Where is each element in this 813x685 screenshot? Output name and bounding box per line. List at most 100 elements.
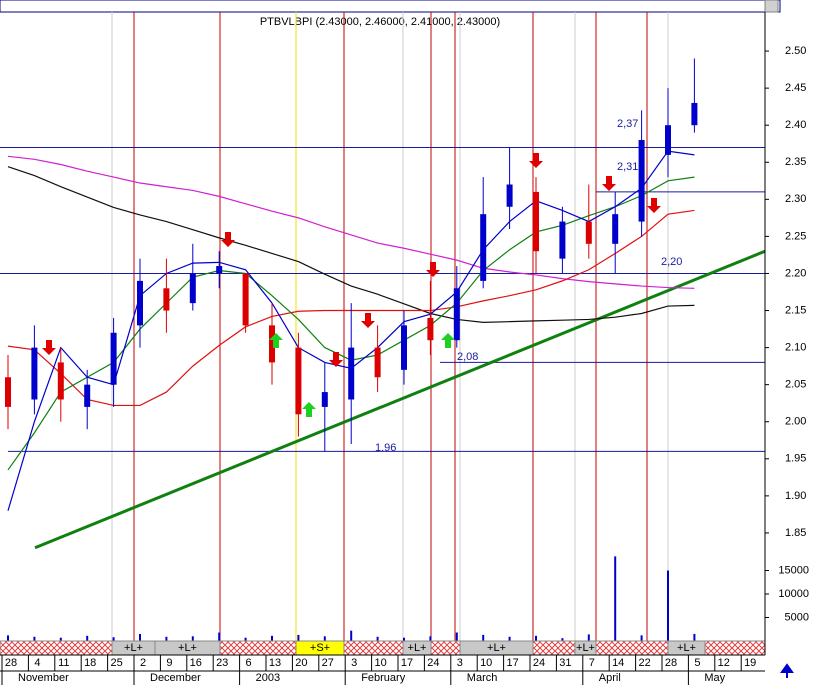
y-tick-label: 2.45: [785, 82, 806, 94]
candle-body: [137, 280, 143, 326]
candle-body: [691, 102, 698, 126]
month-label: February: [361, 672, 406, 684]
x-tick-label: 25: [110, 657, 122, 669]
volume-tick-label: 15000: [778, 564, 809, 576]
volume-bar: [482, 634, 485, 641]
candle-body: [453, 288, 460, 341]
volume-bar: [403, 637, 405, 641]
month-label: December: [150, 672, 201, 684]
volume-bar: [376, 636, 379, 641]
y-tick-label: 2.10: [785, 342, 806, 354]
moving-average: [7, 166, 695, 323]
x-tick-label: 13: [269, 657, 281, 669]
month-label: 2003: [256, 672, 280, 684]
scroll-button[interactable]: [764, 0, 779, 13]
plot: 1.85 1.90 1.95 2.00 2.05 2.10 2.15 2.20 2.25 2.30…: [0, 12, 809, 685]
signal-label: +S+: [310, 642, 330, 654]
x-tick-label: 2: [140, 657, 146, 669]
volume-bar: [7, 635, 9, 641]
volume-bar: [86, 635, 89, 641]
x-tick-label: 24: [427, 657, 439, 669]
candle-body: [427, 317, 434, 341]
level-label: 2,37: [617, 118, 638, 130]
month-label: April: [599, 672, 621, 684]
signal-label: +L+: [124, 642, 143, 654]
volume-bar: [165, 636, 168, 641]
x-tick-label: 10: [374, 657, 386, 669]
volume-bar: [112, 637, 115, 641]
volume-bar: [587, 634, 590, 641]
y-tick-label: 1.90: [785, 490, 806, 502]
candle-body: [269, 325, 275, 363]
signal-label: +L+: [677, 642, 696, 654]
scroll-arrow[interactable]: [780, 663, 794, 678]
candle-body: [401, 325, 407, 370]
volume-bar: [323, 636, 326, 641]
volume-bar: [508, 636, 511, 641]
candle-body: [638, 140, 645, 222]
candle-body: [480, 214, 487, 281]
volume-bar: [640, 635, 643, 641]
candle-body: [585, 221, 592, 244]
candle-body: [31, 347, 38, 400]
candle-body: [559, 221, 566, 259]
x-tick-label: 23: [216, 657, 228, 669]
x-tick-label: 3: [351, 657, 357, 669]
candle-body: [110, 332, 117, 385]
signal-label: +L+: [487, 642, 506, 654]
y-tick-label: 2.20: [785, 267, 806, 279]
volume-bar: [429, 636, 432, 641]
candle-body: [348, 347, 355, 400]
volume-tick-label: 10000: [778, 588, 809, 600]
x-tick-label: 17: [401, 657, 413, 669]
candle-body: [163, 288, 170, 311]
x-tick-label: 7: [589, 657, 595, 669]
chart-title: PTBVLBPI (2.43000, 2.46000, 2.41000, 2.4…: [260, 16, 500, 28]
y-tick-label: 1.85: [785, 527, 806, 539]
x-tick-label: 5: [694, 657, 700, 669]
volume-bar: [350, 630, 353, 641]
volume-bar: [693, 633, 696, 641]
candle-body: [189, 273, 196, 304]
signal-label: +L+: [408, 642, 427, 654]
month-label: November: [18, 672, 69, 684]
y-tick-label: 2.50: [785, 45, 806, 57]
x-tick-label: 17: [506, 657, 518, 669]
x-tick-label: 24: [533, 657, 545, 669]
y-tick-label: 2.40: [785, 119, 806, 131]
x-tick-label: 27: [322, 657, 334, 669]
x-tick-label: 9: [166, 657, 172, 669]
volume-bar: [244, 637, 247, 641]
x-tick-label: 10: [480, 657, 492, 669]
trendline: [34, 249, 766, 550]
x-tick-label: 19: [744, 657, 756, 669]
sell-arrows: [42, 153, 661, 367]
y-tick-label: 1.95: [785, 453, 806, 465]
volume-tick-label: 5000: [785, 611, 809, 623]
moving-average: [7, 155, 695, 289]
y-tick-label: 2.35: [785, 156, 806, 168]
buy-arrows: [269, 333, 455, 417]
candle-body: [612, 214, 619, 244]
candle-body: [506, 184, 513, 207]
volume-bar: [271, 635, 273, 641]
x-tick-label: 22: [638, 657, 650, 669]
y-tick-label: 2.30: [785, 193, 806, 205]
x-tick-label: 31: [559, 657, 571, 669]
candle-body: [242, 273, 249, 326]
x-tick-label: 4: [34, 657, 40, 669]
x-tick-label: 20: [295, 657, 307, 669]
y-tick-label: 2.00: [785, 416, 806, 428]
level-label: 2,08: [457, 351, 478, 363]
x-tick-label: 28: [5, 657, 17, 669]
candle-body: [5, 377, 11, 407]
volume-bar: [667, 570, 669, 641]
volume-bar: [139, 633, 141, 641]
x-tick-label: 18: [84, 657, 96, 669]
signal-label: +L+: [576, 642, 595, 654]
volume-bar: [33, 636, 36, 641]
candle-body: [321, 392, 328, 407]
signal-label: +L+: [178, 642, 197, 654]
candle-body: [295, 347, 302, 415]
